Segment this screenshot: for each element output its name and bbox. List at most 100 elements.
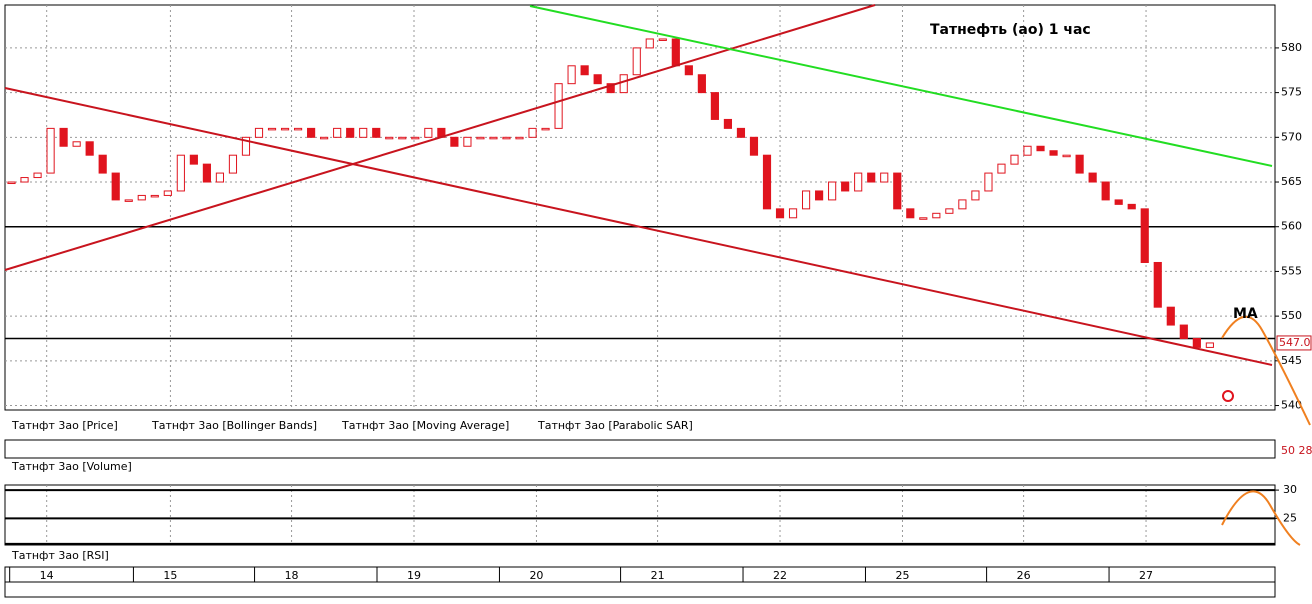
candle-body [580, 65, 589, 76]
x-tick-label: 19 [407, 569, 421, 582]
candle-body [176, 154, 185, 192]
x-tick-label: 27 [1139, 569, 1153, 582]
candle-body [280, 127, 290, 131]
candle-body [333, 127, 342, 138]
x-tick-label: 18 [285, 569, 299, 582]
last-price-box [1276, 335, 1312, 351]
candle-body [307, 127, 316, 138]
candle-body [1036, 145, 1045, 152]
candle-body [1101, 181, 1110, 201]
volume-label: 50 289 [1281, 444, 1312, 457]
candle-body [85, 141, 94, 156]
y-tick-label: 540 [1281, 399, 1302, 412]
x-tick-label: 26 [1017, 569, 1031, 582]
candle-body [150, 194, 159, 198]
candle-body [98, 154, 107, 174]
candle-body [919, 217, 928, 220]
candle-body [854, 172, 863, 192]
legend-entry: Татнфт 3ао [Moving Average] [341, 419, 509, 432]
candle-body [749, 136, 759, 156]
x-tick-label: 21 [651, 569, 665, 582]
candle-body [320, 136, 329, 140]
candle-body [124, 199, 133, 202]
candle-body [1088, 172, 1097, 183]
candle-body [502, 136, 511, 140]
candle-body [267, 127, 277, 131]
candle-body [815, 190, 824, 201]
candle-body [463, 136, 472, 147]
candle-body [450, 136, 459, 147]
candle-body [593, 74, 602, 85]
candle-body [762, 154, 772, 210]
forecast-arrow [1221, 315, 1311, 426]
candle-body [828, 181, 837, 201]
chart-title: Татнефть (ао) 1 час [930, 22, 1091, 38]
panel-title: Татнфт 3ао [RSI] [11, 549, 109, 562]
candle-body [137, 194, 146, 201]
candle-body [254, 127, 264, 138]
candle-body [359, 127, 368, 138]
legend-entry: Татнфт 3ао [Price] [11, 419, 118, 432]
candle-body [880, 172, 889, 183]
candle-body [906, 208, 915, 219]
candle-body [971, 190, 980, 201]
candle-body [1075, 154, 1084, 174]
candle-body [1205, 342, 1214, 348]
candle-body [1166, 306, 1175, 326]
volume-panel [4, 439, 1276, 459]
candle-body [346, 127, 355, 138]
candle-body [1114, 199, 1123, 205]
candle-body [1140, 208, 1149, 263]
x-tick-label: 14 [40, 569, 54, 582]
annotation: MA [1233, 306, 1258, 322]
candle-body [476, 136, 485, 140]
candle-body [1192, 337, 1201, 348]
y-tick-label: 565 [1281, 175, 1302, 188]
candle-body [697, 74, 706, 94]
candle-body [1062, 154, 1071, 158]
candle-body [215, 172, 225, 183]
candle-body [867, 172, 876, 183]
candle-body [20, 177, 29, 183]
candle-body [398, 136, 407, 140]
candle-body [606, 83, 615, 94]
candle-body [385, 136, 394, 140]
candle-body [489, 136, 498, 140]
candle-body [788, 208, 798, 219]
legend-entry: Татнфт 3ао [Bollinger Bands] [151, 419, 317, 432]
rsi-panel [4, 484, 1276, 546]
rsi-tick-label: 25 [1283, 511, 1297, 524]
candle-body [645, 38, 654, 49]
x-tick-label: 15 [163, 569, 177, 582]
candle-body [424, 127, 433, 138]
candle-body [893, 172, 902, 210]
last-price-label: 547.0 [1279, 336, 1311, 349]
candle-body [46, 127, 55, 174]
trend-line [529, 5, 1273, 167]
x-tick-label: 20 [529, 569, 543, 582]
forecast-arrow [1221, 490, 1301, 546]
candle-body [723, 118, 733, 129]
candle-body [72, 141, 81, 147]
candle-body [632, 47, 641, 76]
candle-body [984, 172, 993, 192]
candle-body [775, 208, 785, 219]
trend-line [4, 87, 1273, 366]
candle-body [684, 65, 693, 76]
candle-body [202, 163, 211, 183]
candle-body [59, 127, 68, 147]
candle-body [411, 136, 420, 140]
candle-body [932, 212, 941, 219]
candle-body [710, 92, 719, 120]
y-tick-label: 575 [1281, 86, 1302, 99]
candle-body [1023, 145, 1032, 156]
x-tick-label: 22 [773, 569, 787, 582]
candle-body [1049, 150, 1058, 156]
candle-body [1153, 261, 1162, 308]
candle-body [658, 38, 667, 41]
y-tick-label: 545 [1281, 354, 1302, 367]
candle-body [528, 127, 537, 138]
candle-body [293, 127, 303, 131]
legend-entry: Татнфт 3ао [Parabolic SAR] [537, 419, 693, 432]
